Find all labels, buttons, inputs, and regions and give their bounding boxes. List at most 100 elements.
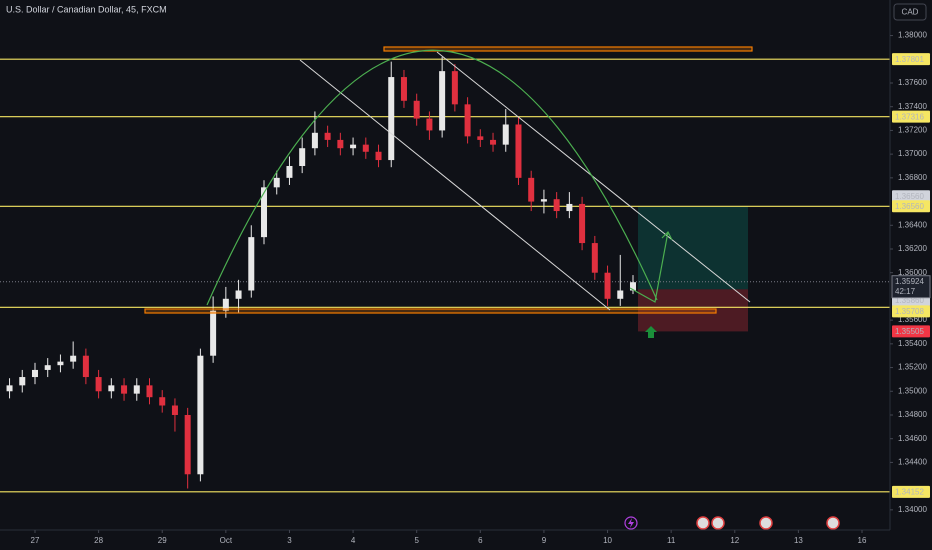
y-tick-label: 1.37600 bbox=[898, 78, 927, 87]
candle-body bbox=[261, 187, 268, 238]
currency-button[interactable] bbox=[893, 3, 927, 21]
candle-body bbox=[604, 272, 611, 299]
price-label: 1.36560 bbox=[895, 202, 924, 211]
x-tick-label: 6 bbox=[478, 536, 483, 545]
price-label-box bbox=[892, 485, 930, 498]
y-tick-label: 1.34800 bbox=[898, 410, 927, 419]
y-tick-label: 1.36400 bbox=[898, 220, 927, 229]
candle-body bbox=[413, 100, 420, 119]
x-tick-label: 11 bbox=[667, 536, 676, 545]
y-tick-label: 1.35000 bbox=[898, 386, 927, 395]
profit-zone bbox=[638, 206, 748, 290]
candle-body bbox=[337, 139, 344, 149]
y-tick-label: 1.37000 bbox=[898, 149, 927, 158]
candle-body bbox=[6, 385, 13, 392]
currency-label: CAD bbox=[902, 8, 919, 17]
x-tick-label: 29 bbox=[158, 536, 167, 545]
candle-body bbox=[197, 355, 204, 475]
countdown: 42:17 bbox=[895, 287, 916, 296]
projection-arrow bbox=[629, 231, 669, 303]
candle-body bbox=[617, 290, 624, 299]
candle-body bbox=[502, 124, 509, 145]
candle-body bbox=[95, 377, 102, 392]
price-label-box bbox=[892, 200, 930, 213]
price-label: 1.35860 bbox=[895, 296, 924, 305]
price-axis bbox=[890, 0, 932, 550]
candle-body bbox=[579, 203, 586, 244]
price-label: 1.35505 bbox=[895, 327, 924, 336]
candle-body bbox=[350, 144, 357, 149]
candle-body bbox=[299, 148, 306, 166]
x-tick-label: 28 bbox=[94, 536, 103, 545]
y-tick-label: 1.36000 bbox=[898, 268, 927, 277]
arc bbox=[206, 49, 658, 306]
candle-body bbox=[490, 139, 497, 145]
candle-body bbox=[464, 104, 471, 137]
event-icon bbox=[628, 518, 634, 528]
y-tick-label: 1.35200 bbox=[898, 363, 927, 372]
candle-body bbox=[222, 298, 229, 311]
candle-body bbox=[439, 71, 446, 131]
event-icon bbox=[696, 516, 710, 530]
candle-body bbox=[19, 377, 26, 386]
x-tick-label: 27 bbox=[31, 536, 40, 545]
candle-body bbox=[362, 144, 369, 152]
candle-body bbox=[210, 310, 217, 356]
plot-area bbox=[0, 56, 890, 493]
x-tick-label: 10 bbox=[603, 536, 612, 545]
y-tick-label: 1.35400 bbox=[898, 339, 927, 348]
candle-body bbox=[146, 385, 153, 398]
event-icon bbox=[711, 516, 725, 530]
candle-body bbox=[159, 397, 166, 406]
candle-body bbox=[273, 177, 280, 188]
arrow-head bbox=[661, 230, 673, 241]
candle-body bbox=[121, 385, 128, 394]
event-icon bbox=[759, 516, 773, 530]
y-tick-label: 1.34400 bbox=[898, 458, 927, 467]
candle-body bbox=[477, 136, 484, 140]
candle-body bbox=[133, 385, 140, 394]
candle-body bbox=[388, 77, 395, 161]
y-tick-label: 1.35600 bbox=[898, 315, 927, 324]
current-price-label: 1.35924 bbox=[895, 277, 924, 286]
y-tick-label: 1.37400 bbox=[898, 102, 927, 111]
x-tick-label: 5 bbox=[414, 536, 419, 545]
x-tick-label: Oct bbox=[220, 536, 233, 545]
candle-body bbox=[82, 355, 89, 378]
buy-arrow bbox=[645, 326, 657, 338]
price-label-box bbox=[892, 110, 930, 123]
candle-body bbox=[31, 369, 38, 378]
channel-line bbox=[436, 51, 751, 303]
x-tick-label: 4 bbox=[351, 536, 356, 545]
price-label: 1.37316 bbox=[895, 112, 924, 121]
resistance-zone bbox=[383, 46, 753, 52]
candle-body bbox=[70, 355, 77, 362]
candle-body bbox=[57, 361, 64, 366]
candle-body bbox=[540, 199, 547, 202]
y-tick-label: 1.34600 bbox=[898, 434, 927, 443]
candle-body bbox=[426, 118, 433, 131]
price-label: 1.35708 bbox=[895, 307, 924, 316]
candle-body bbox=[629, 282, 636, 291]
chart-title: U.S. Dollar / Canadian Dollar, 45, FXCM bbox=[6, 4, 167, 14]
price-label-box bbox=[892, 325, 930, 338]
price-label: 1.36560 bbox=[895, 192, 924, 201]
y-tick-label: 1.38000 bbox=[898, 31, 927, 40]
channel-line bbox=[299, 59, 611, 311]
candle-body bbox=[248, 237, 255, 291]
candle-body bbox=[235, 290, 242, 299]
event-icon bbox=[624, 516, 638, 530]
candle-body bbox=[44, 365, 51, 370]
y-tick-label: 1.34000 bbox=[898, 505, 927, 514]
candle-body bbox=[184, 414, 191, 475]
candle-body bbox=[324, 132, 331, 140]
candle-body bbox=[591, 243, 598, 273]
x-tick-label: 3 bbox=[287, 536, 292, 545]
candle-body bbox=[286, 165, 293, 178]
x-tick-label: 16 bbox=[858, 536, 867, 545]
support-zone bbox=[144, 308, 717, 314]
current-price-box bbox=[891, 275, 931, 299]
event-icons bbox=[624, 516, 840, 530]
